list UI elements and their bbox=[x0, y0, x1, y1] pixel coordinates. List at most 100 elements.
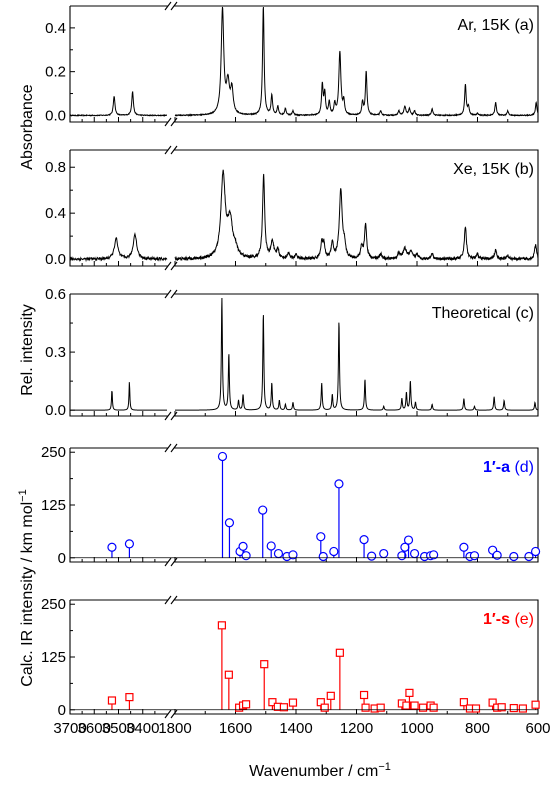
panel-label-a: Ar, 15K (a) bbox=[458, 17, 534, 34]
stick-marker-e bbox=[268, 698, 277, 707]
panel-a: 0.0 0.2 0.4 Ar, 15K (a) bbox=[45, 1, 539, 127]
axis-break-mark-bottom bbox=[164, 261, 178, 271]
stick-marker-e bbox=[410, 701, 419, 710]
panel-label-e: 1′-s (e) bbox=[483, 611, 534, 628]
x-tick-label: 1000 bbox=[400, 720, 433, 737]
stick-marker-e bbox=[471, 704, 481, 713]
spectrum-line-b-fingerprint bbox=[174, 169, 539, 262]
x-tick-label: 3400 bbox=[126, 720, 159, 737]
panel-e-frame bbox=[69, 599, 539, 715]
stick-marker-d bbox=[367, 551, 377, 561]
panel-label-c: Theoretical (c) bbox=[432, 305, 534, 322]
stick-marker-d bbox=[492, 550, 502, 560]
stick-marker-e bbox=[531, 700, 540, 709]
y-tick-label: 0.0 bbox=[45, 402, 66, 419]
stick-marker-d bbox=[288, 550, 298, 560]
y-tick-label: 125 bbox=[41, 497, 66, 514]
stick-marker-e bbox=[497, 703, 506, 712]
stick-marker-e bbox=[326, 691, 335, 700]
stick-marker-e bbox=[518, 704, 527, 713]
stick-marker-e bbox=[260, 660, 269, 669]
x-axis-title-text: Wavenumber / cm bbox=[249, 763, 378, 780]
stick-marker-d bbox=[329, 546, 339, 557]
axis-break-mark-bottom bbox=[164, 709, 178, 719]
stick-marker-d bbox=[224, 518, 235, 528]
stick-marker-d bbox=[469, 551, 480, 561]
y-tick-label: 0 bbox=[58, 702, 66, 719]
spectrum-line-c-fingerprint bbox=[175, 297, 539, 411]
spectrum-line-a-fingerprint bbox=[174, 6, 539, 117]
y-tick-label: 250 bbox=[41, 596, 66, 613]
stick-marker-d bbox=[316, 532, 326, 542]
stick-marker-e bbox=[107, 696, 117, 705]
stick-marker-e bbox=[320, 703, 329, 712]
stick-marker-e bbox=[241, 700, 251, 709]
panels-layer: 0.0 0.2 0.4 Ar, 15K (a) 0.0 0.4 0.8 Xe, 15K (b)… bbox=[41, 1, 550, 737]
stick-marker-e bbox=[279, 703, 288, 712]
stick-marker-e bbox=[335, 648, 344, 657]
axis-break-mark-bottom bbox=[164, 117, 178, 127]
stick-marker-e bbox=[488, 698, 497, 707]
y-tick-label: 125 bbox=[41, 649, 66, 666]
axis-break-mark-top bbox=[164, 595, 178, 605]
stick-marker-d bbox=[509, 551, 519, 562]
stick-marker-e bbox=[429, 703, 438, 712]
y-tick-label: 0.6 bbox=[45, 286, 66, 303]
stick-marker-d bbox=[409, 548, 420, 559]
stick-marker-d bbox=[359, 535, 369, 545]
x-tick-label: 3700 bbox=[53, 720, 86, 737]
y-axis-title-calc-intensity: Calc. IR intensity / km mol−1 bbox=[17, 489, 36, 686]
stick-marker-d bbox=[318, 551, 328, 562]
x-tick-label: 1800 bbox=[158, 720, 191, 737]
axis-break-mark-top bbox=[164, 289, 178, 299]
axis-break-mark-bottom bbox=[164, 411, 178, 421]
stick-marker-d bbox=[266, 541, 276, 551]
y-axis-title-absorbance: Absorbance bbox=[19, 84, 36, 169]
stick-marker-d bbox=[238, 541, 248, 551]
panel-label-d: 1′-a (d) bbox=[483, 459, 534, 476]
stick-marker-e bbox=[125, 693, 134, 702]
x-tick-label: 1200 bbox=[340, 720, 373, 737]
stick-marker-d bbox=[530, 546, 541, 557]
stick-marker-e bbox=[376, 703, 385, 712]
stick-marker-d bbox=[107, 542, 117, 552]
y-tick-label: 250 bbox=[41, 444, 66, 461]
y-tick-label: 0.0 bbox=[45, 107, 66, 124]
x-tick-label: 1600 bbox=[219, 720, 252, 737]
x-tick-label: 3500 bbox=[102, 720, 135, 737]
stick-marker-d bbox=[217, 451, 228, 462]
x-axis-title-exponent: −1 bbox=[378, 761, 391, 773]
y-axis-title-rel-intensity: Rel. intensity bbox=[19, 304, 36, 396]
stick-marker-d bbox=[124, 539, 135, 549]
panel-letter-d: (d) bbox=[510, 459, 534, 476]
x-axis-title: Wavenumber / cm−1 bbox=[249, 761, 391, 780]
y-tick-label: 0.3 bbox=[45, 344, 66, 361]
stick-marker-d bbox=[524, 551, 534, 562]
y-tick-label: 0.8 bbox=[45, 159, 66, 176]
stick-marker-d bbox=[403, 535, 414, 545]
stick-marker-d bbox=[379, 548, 389, 559]
stick-marker-e bbox=[359, 690, 369, 700]
y-tick-label: 0.4 bbox=[45, 205, 66, 222]
conformer-name-d: 1′-a bbox=[483, 459, 510, 476]
y-tick-label: 0.2 bbox=[45, 64, 66, 81]
panel-b: 0.0 0.4 0.8 Xe, 15K (b) bbox=[45, 145, 539, 271]
x-tick-label: 3600 bbox=[78, 720, 111, 737]
stick-marker-d bbox=[258, 505, 268, 515]
y-tick-label: 0 bbox=[58, 550, 66, 567]
panel-d: 0 125 250 1′-a (d) bbox=[41, 443, 541, 567]
x-tick-label: 1400 bbox=[279, 720, 312, 737]
stick-marker-e bbox=[224, 670, 233, 679]
axis-break-mark-top bbox=[164, 1, 178, 11]
panel-label-b: Xe, 15K (b) bbox=[453, 161, 534, 178]
stick-marker-d bbox=[273, 548, 284, 559]
stick-marker-e bbox=[459, 698, 468, 707]
stick-marker-d bbox=[241, 551, 251, 561]
y-tick-label: 0.0 bbox=[45, 251, 66, 268]
spectrum-line-a-nh-region bbox=[69, 91, 168, 117]
spectrum-line-c-nh-region bbox=[70, 382, 167, 411]
axis-break-mark-top bbox=[164, 443, 178, 453]
spectrum-line-b-nh-region bbox=[69, 232, 168, 263]
